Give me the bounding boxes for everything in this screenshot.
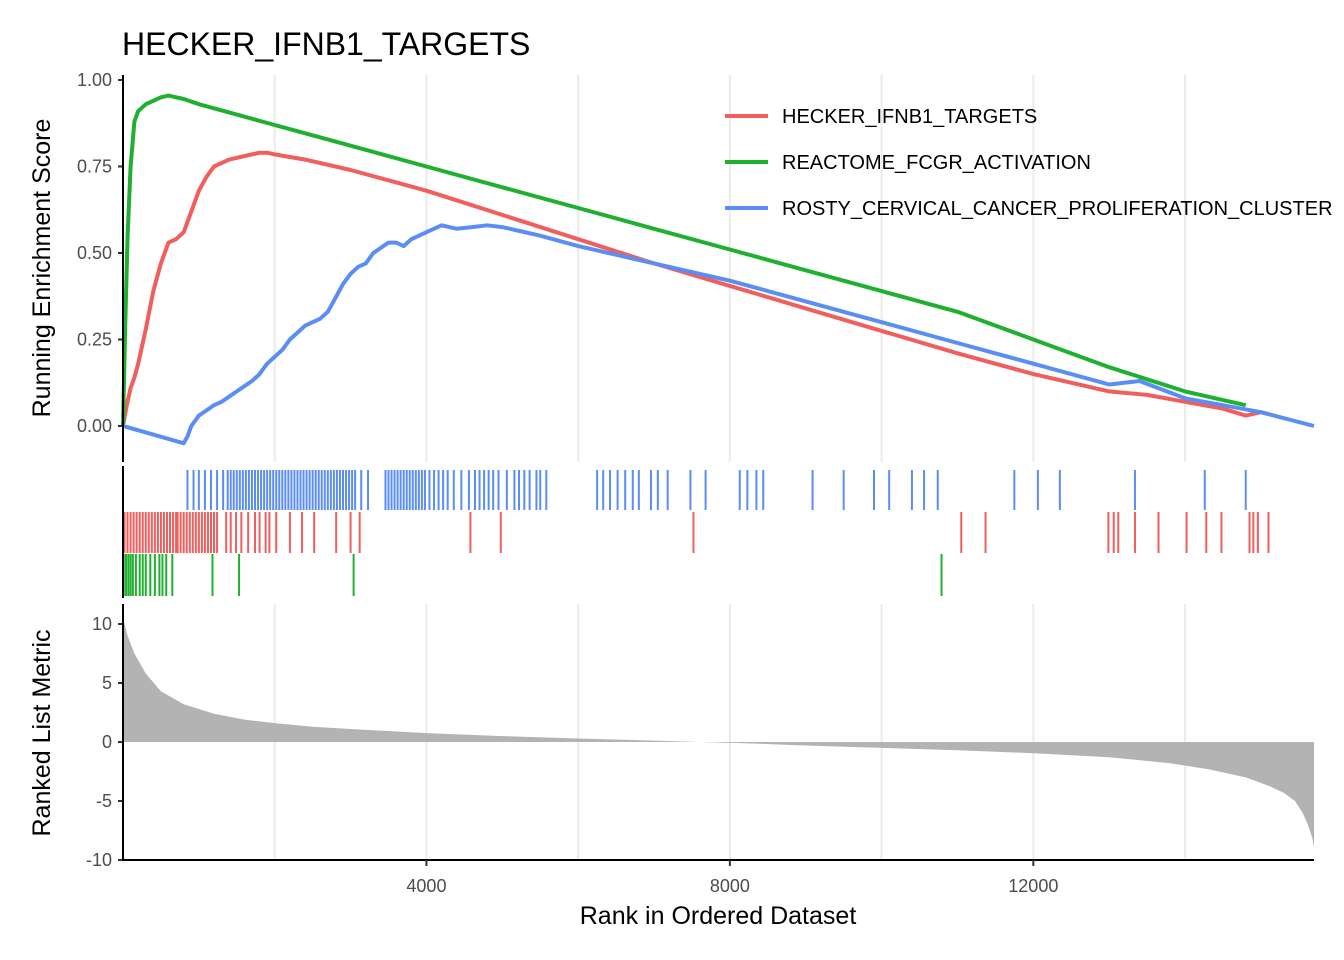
metric-y-tick-label: 0 <box>102 732 112 752</box>
x-ticks: 4000 8000 12000 <box>406 860 1058 896</box>
enrichment-y-tick-label: 1.00 <box>77 70 112 90</box>
legend-label-hecker-ifnb1-targets: HECKER_IFNB1_TARGETS <box>782 106 1037 128</box>
enrichment-y-ticks: 0.00 0.25 0.50 0.75 1.00 <box>77 70 123 436</box>
gene-hit-ticks <box>122 470 1270 596</box>
metric-axes <box>122 604 1314 861</box>
metric-y-tick-label: -10 <box>86 850 112 870</box>
x-tick-label: 8000 <box>710 876 750 896</box>
x-axis-label: Rank in Ordered Dataset <box>580 902 857 930</box>
ranked-metric-area <box>123 618 1314 849</box>
gene-hit-panel <box>122 466 1270 598</box>
enrichment-score-panel: 0.00 0.25 0.50 0.75 1.00 Running Enrichment … <box>28 70 1315 462</box>
metric-y-tick-label: 5 <box>102 673 112 693</box>
legend-label-reactome-fcgr-activation: REACTOME_FCGR_ACTIVATION <box>782 152 1091 174</box>
enrichment-y-tick-label: 0.50 <box>77 243 112 263</box>
chart-title: HECKER_IFNB1_TARGETS <box>122 26 530 62</box>
es-line-hecker-ifnb1-targets <box>121 150 1269 427</box>
metric-y-axis-label: Ranked List Metric <box>28 629 56 836</box>
legend: HECKER_IFNB1_TARGETS REACTOME_FCGR_ACTIVA… <box>725 106 1333 220</box>
enrichment-y-tick-label: 0.75 <box>77 157 112 177</box>
x-tick-label: 4000 <box>406 876 446 896</box>
metric-y-tick-label: -5 <box>96 791 112 811</box>
x-tick-label: 12000 <box>1008 876 1058 896</box>
es-line-reactome-fcgr-activation <box>121 93 1247 427</box>
metric-y-ticks: -10 -5 0 5 10 <box>86 614 123 870</box>
enrichment-y-tick-label: 0.25 <box>77 330 112 350</box>
legend-label-rosty-cervical-cancer-proliferation-cluster: ROSTY_CERVICAL_CANCER_PROLIFERATION_CLUS… <box>782 198 1333 220</box>
ranked-metric-panel: -10 -5 0 5 10 Ranked List Metric <box>28 604 1314 870</box>
metric-y-tick-label: 10 <box>92 614 112 634</box>
enrichment-y-axis-label: Running Enrichment Score <box>28 119 56 418</box>
enrichment-y-tick-label: 0.00 <box>77 416 112 436</box>
enrichment-score-lines <box>121 93 1315 446</box>
es-line-rosty-cervical-cancer-proliferation-cluster <box>122 223 1315 446</box>
